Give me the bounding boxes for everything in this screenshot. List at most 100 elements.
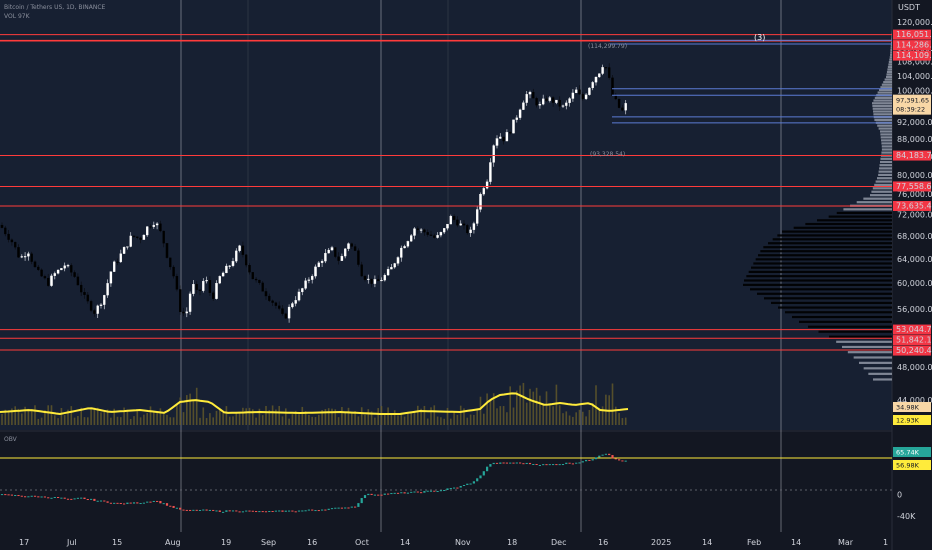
price-labels: 116,051.84 114,286.25114,109.70 84,183.78 7… xyxy=(893,29,932,470)
volume-bar-21 xyxy=(70,406,73,425)
volume-bar-16 xyxy=(54,415,56,425)
profile-bar xyxy=(886,70,892,74)
volume-bar-172 xyxy=(568,415,571,425)
obv-bar-188 xyxy=(621,460,624,462)
volume-bar-51 xyxy=(169,417,172,425)
volume-ma-line xyxy=(0,392,629,416)
profile-bar xyxy=(758,254,892,257)
volume-bar-61 xyxy=(202,407,205,425)
candle-body-66 xyxy=(218,276,221,284)
candle-body-86 xyxy=(284,313,288,319)
candle-body-91 xyxy=(301,288,304,293)
volume-bar-126 xyxy=(417,405,419,425)
candle-body-165 xyxy=(545,98,548,101)
candle-body-72 xyxy=(238,245,241,251)
volume-bar-41 xyxy=(136,410,139,425)
candle-body-172 xyxy=(568,98,571,103)
price-pane xyxy=(0,0,892,430)
obv-bar-53 xyxy=(175,507,178,509)
obv-label-bg-1 xyxy=(893,460,931,470)
candle-body-40 xyxy=(132,235,136,237)
candle-body-157 xyxy=(518,109,522,118)
volume-bar-143 xyxy=(473,414,475,425)
profile-bar xyxy=(750,288,892,291)
volume-bar-106 xyxy=(351,413,353,425)
obv-bar-29 xyxy=(96,500,99,502)
profile-bar xyxy=(889,56,892,59)
candle-body-144 xyxy=(476,209,479,224)
profile-bar xyxy=(751,266,892,269)
volume-bar-103 xyxy=(341,407,343,425)
obv-bar-94 xyxy=(311,509,314,511)
profile-bar xyxy=(884,78,892,81)
price-label-bg-1 xyxy=(893,40,931,51)
obv-bar-15 xyxy=(50,497,53,499)
obv-bar-42 xyxy=(139,503,142,505)
price-label-8: 50,240.41 xyxy=(896,346,932,355)
currency-label[interactable]: USDT xyxy=(898,3,920,12)
obv-bar-144 xyxy=(476,478,479,482)
obv-bar-12 xyxy=(40,496,43,498)
profile-bar xyxy=(872,102,892,105)
obv-bar-46 xyxy=(152,500,155,502)
volume-bar-94 xyxy=(311,416,313,425)
obv-bar-136 xyxy=(449,488,452,490)
obv-bar-30 xyxy=(99,500,103,502)
price-tick-14: 56,000.00 xyxy=(897,305,932,314)
volume-bar-150 xyxy=(496,408,498,425)
candle-body-163 xyxy=(538,104,542,106)
candle-body-68 xyxy=(225,265,228,274)
volume-bar-187 xyxy=(618,412,620,425)
obv-bar-64 xyxy=(212,509,215,511)
volume-bar-7 xyxy=(24,406,26,425)
volume-bar-75 xyxy=(248,407,251,425)
profile-bar xyxy=(881,139,892,142)
volume-bar-180 xyxy=(595,385,597,425)
volume-bar-0 xyxy=(1,414,3,425)
volume-bar-109 xyxy=(360,407,363,425)
volume-bar-15 xyxy=(50,405,53,425)
obv-bar-153 xyxy=(505,462,508,464)
volume-bar-155 xyxy=(512,407,515,425)
volume-bar-34 xyxy=(113,408,115,425)
profile-bar xyxy=(877,177,892,180)
profile-bar xyxy=(836,211,892,215)
volume-bar-17 xyxy=(57,418,59,425)
volume-bar-13 xyxy=(44,410,46,425)
candle-body-35 xyxy=(116,261,119,263)
profile-bar xyxy=(847,351,892,354)
candle-body-107 xyxy=(353,246,357,251)
candle-body-2 xyxy=(7,233,10,240)
profile-bar xyxy=(878,127,892,130)
profile-bar xyxy=(874,118,892,122)
profile-bar xyxy=(890,41,892,45)
profile-bar xyxy=(873,378,892,381)
obv-bar-91 xyxy=(301,510,304,512)
profile-bar xyxy=(768,242,892,245)
obv-bar-66 xyxy=(218,510,221,512)
candle-body-185 xyxy=(611,77,614,96)
volume-bar-171 xyxy=(565,411,568,425)
obv-bar-114 xyxy=(377,494,380,496)
candle-body-129 xyxy=(426,232,429,235)
time-tick-17: Mar xyxy=(838,538,854,547)
profile-bar xyxy=(874,96,892,99)
price-tick-2: 108,000.00 xyxy=(897,58,932,67)
volume-bar-141 xyxy=(466,417,469,425)
obv-bar-28 xyxy=(93,498,96,501)
obv-bar-3 xyxy=(10,494,13,496)
price-label-3: 84,183.78 xyxy=(896,151,932,160)
obv-bar-189 xyxy=(624,460,627,462)
candle-body-45 xyxy=(149,226,152,228)
candle-body-187 xyxy=(617,98,621,108)
profile-bar xyxy=(890,44,892,47)
obv-candles xyxy=(0,453,627,513)
time-tick-15: Feb xyxy=(747,538,761,547)
profile-bar xyxy=(868,372,892,375)
volume-bar-167 xyxy=(552,406,554,425)
obv-bar-54 xyxy=(179,507,182,510)
candle-body-37 xyxy=(122,247,126,254)
candle-body-167 xyxy=(551,97,555,103)
time-axis[interactable]: 17 Jul 15 Aug 19 Sep 16 Oct 14 Nov 18 Dec 16 2025 14 Fe… xyxy=(19,538,888,547)
